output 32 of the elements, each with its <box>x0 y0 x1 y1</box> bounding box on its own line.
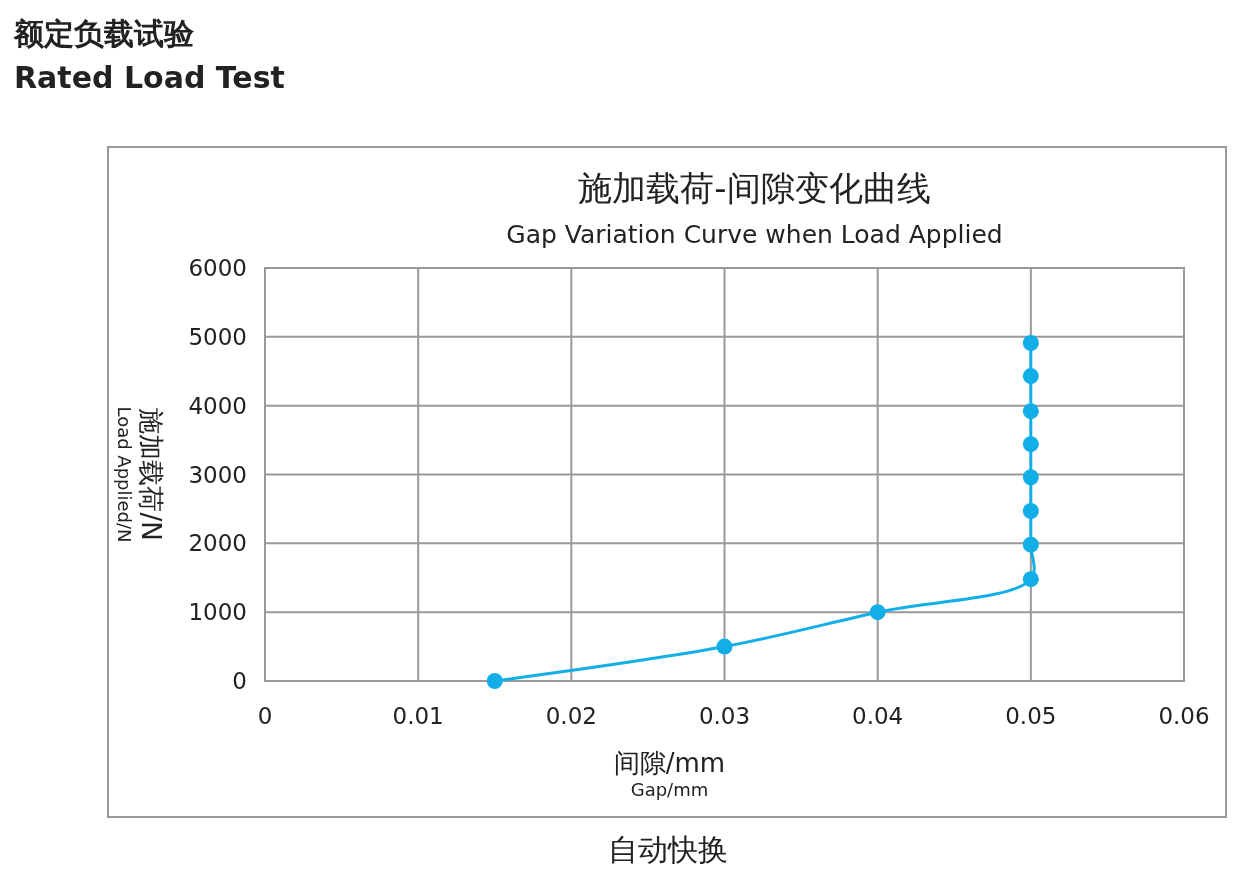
text: 额定负载试验 <box>13 16 195 51</box>
x-tick-label: 0.06 <box>1158 703 1210 729</box>
point <box>716 638 733 655</box>
x-axis-title: 间隙/mm Gap/mm <box>613 748 726 800</box>
x-tick-label: 0.05 <box>1005 703 1057 729</box>
y-tick-label: 2000 <box>188 530 247 557</box>
point <box>1022 368 1039 385</box>
y-tick-label: 6000 <box>188 255 247 281</box>
x-tick-label: 0.02 <box>545 703 597 729</box>
y-tick-label: 0 <box>232 668 247 694</box>
x-tick-label: 0.04 <box>852 703 904 729</box>
point <box>1022 436 1039 453</box>
x-tick-label: 0 <box>257 703 273 729</box>
point <box>1022 536 1039 553</box>
y-tick-label: 1000 <box>188 599 247 626</box>
point <box>1022 335 1039 352</box>
chart-subtitle: Gap Variation Curve when Load Applied <box>506 220 1003 249</box>
point <box>1022 403 1039 420</box>
point <box>1022 571 1039 588</box>
point <box>1022 469 1039 486</box>
x-tick-label: 0.03 <box>698 703 751 729</box>
point <box>869 604 886 621</box>
y-tick-label: 4000 <box>188 392 247 419</box>
x-tick-label: 0.01 <box>392 703 444 729</box>
point <box>486 673 503 689</box>
point <box>1022 502 1039 519</box>
y-axis-title: 施加载荷/N Load Applied/N <box>114 406 166 543</box>
text: 自动快换 <box>608 832 728 867</box>
y-tick-label: 3000 <box>188 461 247 488</box>
y-tick-label: 5000 <box>188 323 247 350</box>
chart-title: 施加载荷-间隙变化曲线 <box>578 168 931 208</box>
text: Rated Load Test <box>14 60 285 95</box>
